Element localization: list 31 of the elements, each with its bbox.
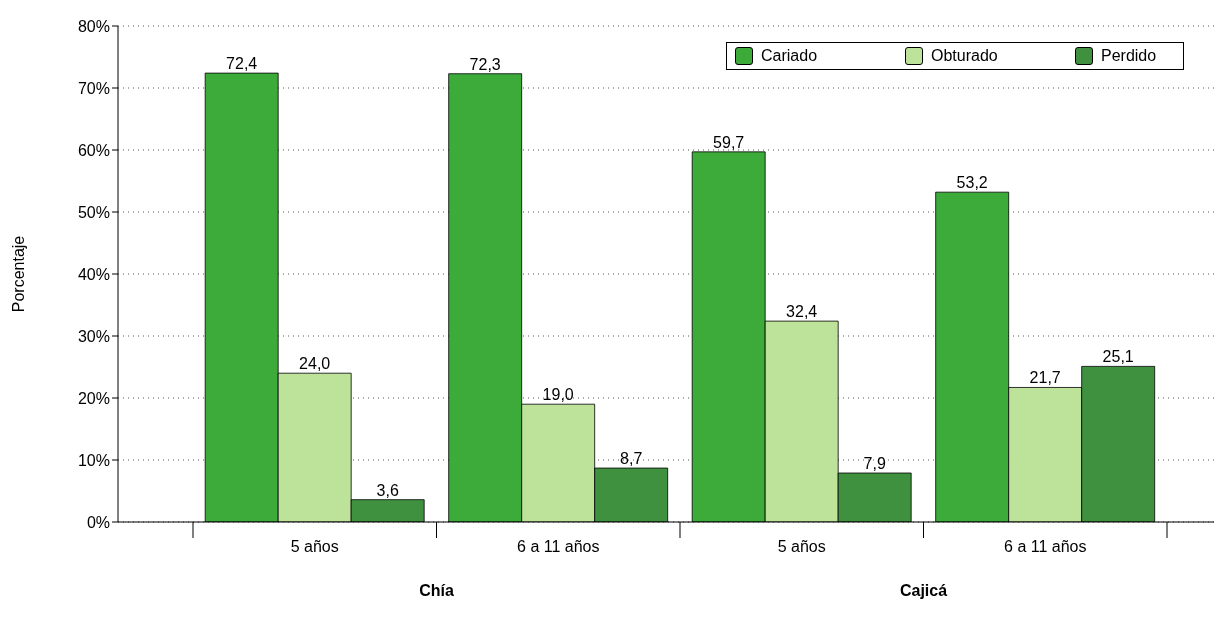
y-tick-label: 50% [77, 203, 110, 221]
data-label: 8,7 [620, 450, 643, 468]
data-label: 72,3 [469, 55, 501, 73]
data-label: 59,7 [713, 133, 745, 151]
legend-label: Perdido [1100, 47, 1158, 65]
y-tick-label: 70% [77, 79, 110, 97]
y-tick-label: 10% [77, 451, 110, 469]
data-label: 19,0 [542, 386, 574, 404]
y-tick-label: 40% [77, 265, 110, 283]
data-label: 24,0 [299, 355, 331, 373]
y-tick-label: 30% [77, 327, 110, 345]
y-tick-label: 0% [86, 513, 110, 531]
text: Chía [419, 582, 454, 599]
y-tick-label: 20% [77, 389, 110, 407]
y-tick-label: 80% [77, 17, 110, 35]
data-label: 32,4 [786, 303, 818, 321]
text: Cajicá [899, 582, 948, 599]
y-axis-title: Porcentaje [9, 235, 27, 313]
x-tick-label: 6 a 11 años [517, 538, 600, 555]
data-label: 72,4 [226, 55, 258, 73]
x-tick-label: 5 años [777, 538, 826, 555]
data-label: 25,1 [1102, 348, 1134, 366]
data-label: 21,7 [1029, 369, 1061, 387]
legend-label: Obturado [930, 47, 999, 65]
x-tick-label: 6 a 11 años [1004, 538, 1087, 555]
y-tick-label: 60% [77, 141, 110, 159]
data-label: 53,2 [956, 174, 988, 192]
legend-label: Cariado [760, 47, 819, 65]
data-label: 7,9 [863, 455, 886, 473]
data-label: 3,6 [376, 481, 399, 499]
x-tick-label: 5 años [290, 538, 339, 555]
